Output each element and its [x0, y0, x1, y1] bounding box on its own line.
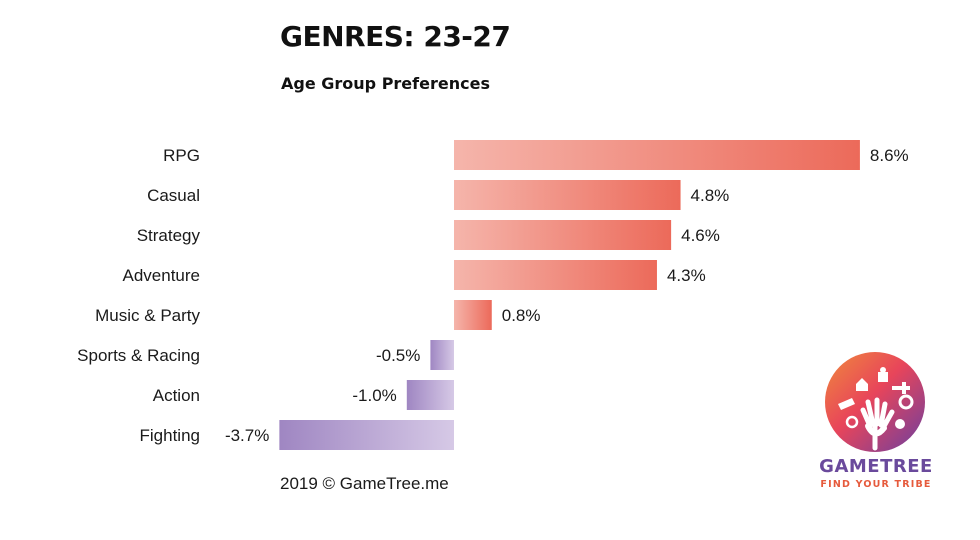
chart-subtitle: Age Group Preferences	[281, 74, 490, 93]
value-label: -1.0%	[352, 386, 396, 405]
value-label: 4.6%	[681, 226, 720, 245]
bar-music-party	[454, 300, 492, 330]
bar-strategy	[454, 220, 672, 250]
bar-fighting	[279, 420, 454, 450]
logo-name: GAMETREE	[819, 456, 933, 477]
bar-action	[406, 380, 454, 410]
value-label: 4.8%	[691, 186, 730, 205]
value-label: -0.5%	[376, 346, 420, 365]
gametree-logo: GAMETREE FIND YOUR TRIBE	[818, 350, 934, 500]
category-label: Strategy	[137, 226, 201, 245]
logo-emblem-icon	[825, 352, 925, 452]
value-label: -3.7%	[225, 426, 269, 445]
footer-credit: 2019 © GameTree.me	[280, 474, 449, 493]
category-label: Action	[153, 386, 200, 405]
bar-sports-racing	[430, 340, 454, 370]
category-label: Adventure	[123, 266, 201, 285]
bar-adventure	[454, 260, 657, 290]
value-label: 4.3%	[667, 266, 706, 285]
category-label: Sports & Racing	[77, 346, 200, 365]
bar-casual	[454, 180, 681, 210]
value-label: 8.6%	[870, 146, 909, 165]
category-label: Music & Party	[95, 306, 200, 325]
category-label: Casual	[147, 186, 200, 205]
chart-title: GENRES: 23-27	[280, 20, 511, 53]
value-label: 0.8%	[502, 306, 541, 325]
logo-tagline: FIND YOUR TRIBE	[820, 479, 932, 490]
category-label: Fighting	[140, 426, 200, 445]
bar-rpg	[454, 140, 860, 170]
category-label: RPG	[163, 146, 200, 165]
